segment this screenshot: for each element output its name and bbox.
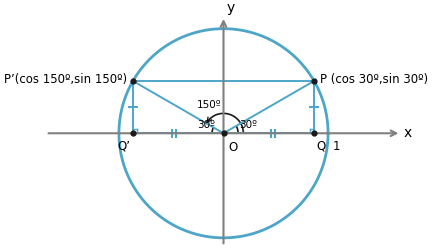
- Text: Q’: Q’: [118, 139, 131, 153]
- Text: O: O: [229, 141, 238, 154]
- Text: x: x: [403, 126, 412, 140]
- Text: y: y: [227, 1, 235, 15]
- Text: P’(cos 150º,sin 150º): P’(cos 150º,sin 150º): [3, 73, 127, 86]
- Text: 150º: 150º: [197, 100, 222, 110]
- Text: 30º: 30º: [197, 120, 215, 130]
- Text: Q: Q: [316, 139, 325, 153]
- Text: 30º: 30º: [239, 120, 257, 130]
- Text: P (cos 30º,sin 30º): P (cos 30º,sin 30º): [321, 73, 429, 86]
- Text: 1: 1: [332, 139, 340, 153]
